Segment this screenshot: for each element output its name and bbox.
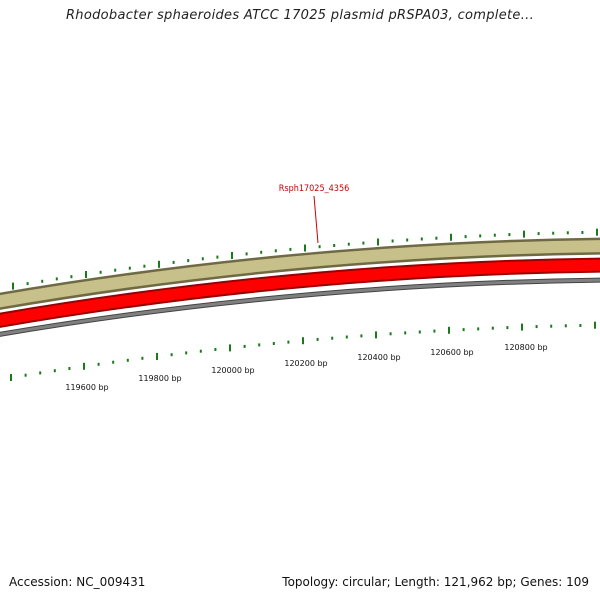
tick-label: 120200 bp (284, 359, 327, 368)
outer-tick-marks (12, 228, 598, 290)
gene-label[interactable]: Rsph17025_4356 (279, 184, 350, 194)
tick-label: 119600 bp (65, 383, 108, 392)
tick-label: 120000 bp (211, 366, 254, 375)
map-title: Rhodobacter sphaeroides ATCC 17025 plasm… (65, 8, 535, 23)
tick-label: 119800 bp (138, 374, 181, 383)
accession-text: Accession: NC_009431 (9, 575, 146, 589)
tick-labels: 119600 bp 119800 bp 120000 bp 120200 bp 1204… (65, 343, 547, 392)
gene-label-leader (313, 195, 319, 244)
tick-label: 120800 bp (504, 343, 547, 352)
inner-tick-marks (10, 321, 596, 381)
gene-label-group[interactable]: Rsph17025_4356 (279, 184, 350, 244)
tick-label: 120400 bp (357, 353, 400, 362)
tick-label: 120600 bp (430, 348, 473, 357)
map-summary-text: Topology: circular; Length: 121,962 bp; … (282, 575, 589, 589)
